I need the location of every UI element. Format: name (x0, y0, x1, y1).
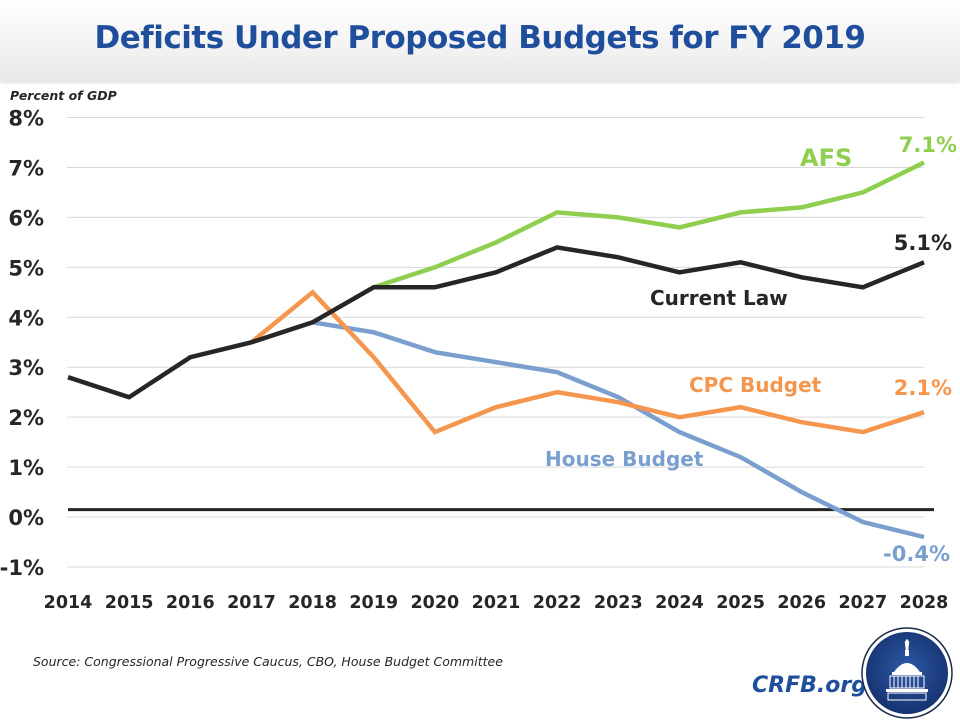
x-tick-label: 2023 (594, 593, 643, 613)
y-tick-label: 1% (8, 456, 44, 480)
x-tick-label: 2016 (166, 593, 215, 613)
annotation-house-budget: House Budget (545, 447, 704, 471)
x-tick-label: 2025 (716, 593, 765, 613)
annotation-afs: AFS (800, 144, 852, 172)
x-axis-ticks: 2014 2015 2016 2017 2018 2019 2020 2021 2022 2023… (44, 593, 949, 613)
end-label-afs: 7.1% (899, 133, 957, 157)
y-tick-label: 8% (8, 107, 44, 131)
x-tick-label: 2018 (288, 593, 337, 613)
end-label-current-law: 5.1% (894, 231, 952, 255)
series-line-cpc-budget (249, 289, 925, 435)
x-tick-label: 2027 (838, 593, 887, 613)
x-tick-label: 2026 (777, 593, 826, 613)
x-tick-label: 2024 (655, 593, 704, 613)
series-labels: AFS Current Law CPC Budget House Budget 7.1%… (545, 133, 957, 566)
y-tick-label: 6% (8, 206, 44, 230)
title-banner: Deficits Under Proposed Budgets for FY 2… (0, 0, 960, 81)
x-tick-label: 2022 (533, 593, 582, 613)
x-tick-label: 2021 (472, 593, 521, 613)
x-tick-label: 2015 (105, 593, 154, 613)
y-tick-label: -1% (0, 556, 44, 580)
end-label-cpc-budget: 2.1% (894, 376, 952, 400)
x-tick-label: 2020 (410, 593, 459, 613)
y-tick-label: 7% (8, 156, 44, 180)
x-tick-label: 2028 (900, 593, 949, 613)
y-tick-label: 3% (8, 356, 44, 380)
annotation-current-law: Current Law (650, 286, 788, 310)
capitol-dome-icon (861, 627, 953, 719)
y-tick-label: 4% (8, 306, 44, 330)
source-note: Source: Congressional Progressive Caucus… (33, 654, 503, 669)
chart-title: Deficits Under Proposed Budgets for FY 2… (94, 20, 866, 56)
series-line-current-law (67, 245, 925, 400)
series-lines (67, 160, 925, 540)
series-line-afs (373, 160, 925, 290)
annotation-cpc-budget: CPC Budget (689, 373, 822, 397)
x-tick-label: 2017 (227, 593, 276, 613)
gridlines (67, 117, 924, 568)
y-axis-label: Percent of GDP (10, 88, 117, 103)
y-tick-label: 0% (8, 506, 44, 530)
crfb-link[interactable]: CRFB.org (752, 673, 867, 698)
y-axis-ticks: 8% 7% 6% 5% 4% 3% 2% 1% 0% -1% (0, 107, 44, 581)
y-tick-label: 2% (8, 406, 44, 430)
x-tick-label: 2014 (44, 593, 93, 613)
x-tick-label: 2019 (349, 593, 398, 613)
end-label-house-budget: -0.4% (883, 542, 950, 566)
y-tick-label: 5% (8, 256, 44, 280)
series-line-house-budget (312, 320, 925, 540)
